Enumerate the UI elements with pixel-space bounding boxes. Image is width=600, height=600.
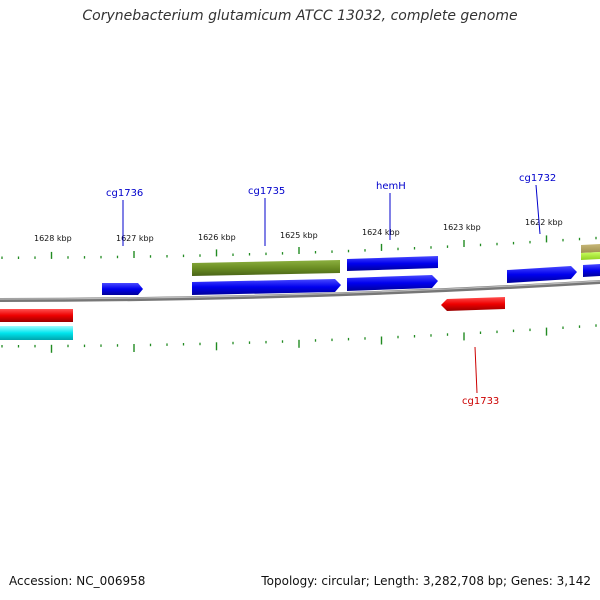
tick-label: 1624 kbp bbox=[362, 228, 400, 237]
tick-label: 1622 kbp bbox=[525, 218, 563, 227]
gene-label-cg1736[interactable]: cg1736 bbox=[106, 188, 143, 199]
tick-label: 1626 kbp bbox=[198, 233, 236, 242]
leader-cg1732 bbox=[535, 184, 541, 235]
tick-label: 1625 kbp bbox=[280, 231, 318, 240]
gene-label-cg1733[interactable]: cg1733 bbox=[462, 396, 499, 407]
tick-label: 1628 kbp bbox=[34, 234, 72, 243]
feature-cg1735[interactable] bbox=[192, 279, 341, 295]
feature-hemH-lower[interactable] bbox=[347, 275, 438, 291]
gene-labels: cg1736 cg1735 hemH cg1732 cg1733 bbox=[106, 173, 556, 407]
feature-left-cyan[interactable] bbox=[0, 326, 73, 340]
feature-right-khaki[interactable] bbox=[581, 244, 600, 253]
feature-cg1732[interactable] bbox=[507, 266, 577, 283]
feature-left-red[interactable] bbox=[0, 309, 73, 322]
gene-label-hemH[interactable]: hemH bbox=[376, 181, 406, 192]
tick-label: 1627 kbp bbox=[116, 234, 154, 243]
features bbox=[0, 244, 600, 340]
genome-backbone-highlight bbox=[0, 280, 600, 300]
tick-labels: 1628 kbp 1627 kbp 1626 kbp 1625 kbp 1624… bbox=[34, 218, 563, 243]
gene-label-cg1732[interactable]: cg1732 bbox=[519, 173, 556, 184]
gene-label-cg1735[interactable]: cg1735 bbox=[248, 186, 285, 197]
feature-cg1735-olive[interactable] bbox=[192, 260, 340, 276]
tick-label: 1623 kbp bbox=[443, 223, 481, 232]
map-title: Corynebacterium glutamicum ATCC 13032, c… bbox=[82, 8, 518, 24]
feature-right-lime[interactable] bbox=[581, 252, 600, 260]
feature-cg1736[interactable] bbox=[102, 283, 143, 295]
leader-cg1733 bbox=[474, 346, 478, 394]
genome-backbone bbox=[0, 280, 600, 302]
genome-summary-text: Topology: circular; Length: 3,282,708 bp… bbox=[261, 574, 591, 588]
inner-tick-row bbox=[1, 324, 597, 353]
outer-tick-row bbox=[1, 235, 597, 259]
feature-hemH[interactable] bbox=[347, 256, 438, 271]
gene-leaders bbox=[122, 184, 541, 394]
feature-cg1733[interactable] bbox=[441, 297, 505, 311]
feature-right-blue[interactable] bbox=[583, 264, 600, 277]
accession-text: Accession: NC_006958 bbox=[9, 574, 146, 588]
